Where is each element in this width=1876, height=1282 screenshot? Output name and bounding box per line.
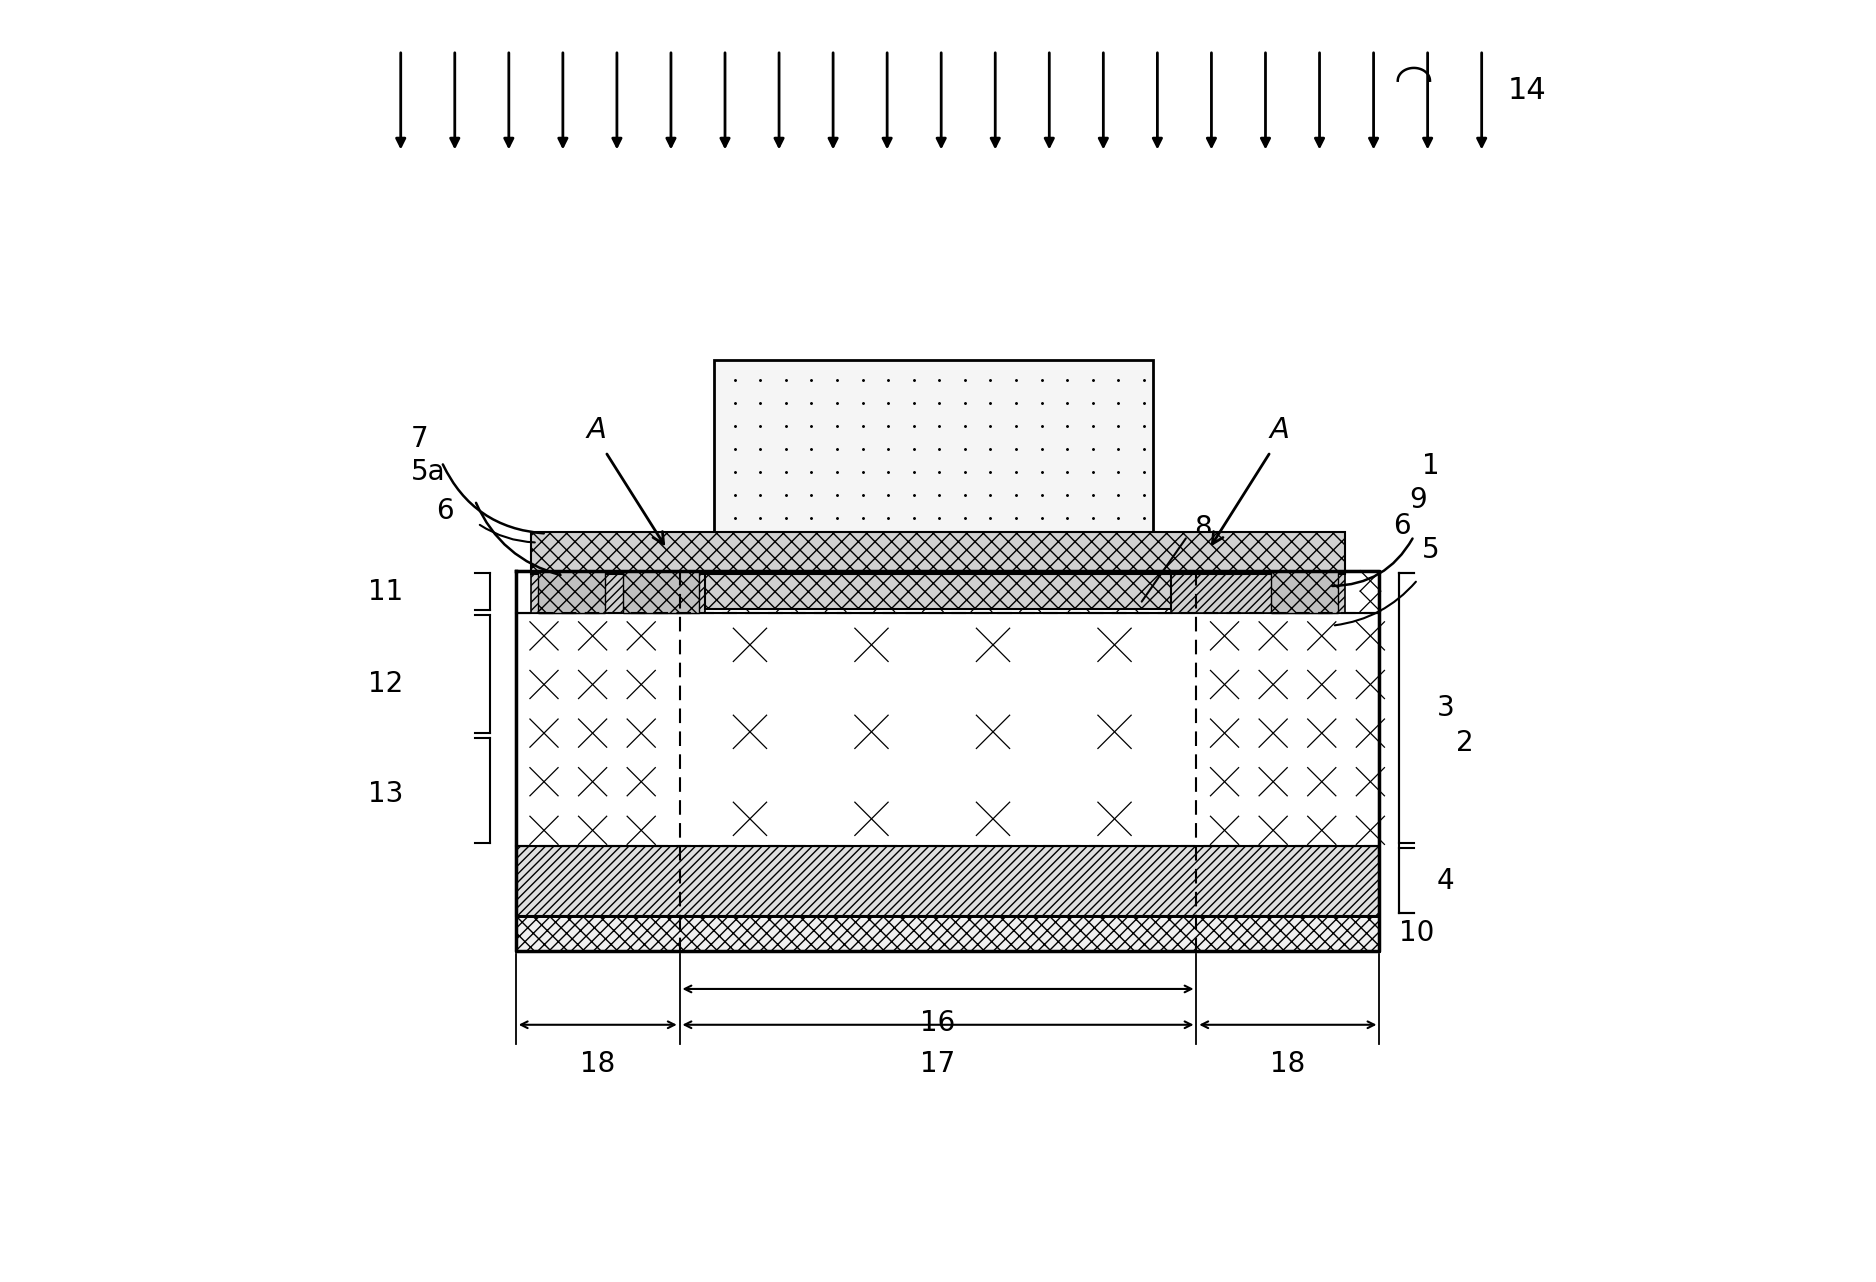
Text: A: A xyxy=(587,415,606,444)
Text: 16: 16 xyxy=(921,1009,955,1037)
Text: 12: 12 xyxy=(368,670,403,697)
Text: 15a: 15a xyxy=(906,378,962,405)
Bar xyxy=(516,917,1379,950)
Text: 10: 10 xyxy=(1398,919,1433,947)
Bar xyxy=(623,570,698,613)
Bar xyxy=(516,846,1379,917)
Text: 6: 6 xyxy=(1394,512,1411,540)
Text: 6: 6 xyxy=(437,496,454,524)
Text: 3: 3 xyxy=(1437,694,1454,722)
Text: 4: 4 xyxy=(1437,867,1454,895)
Bar xyxy=(705,564,1171,609)
Text: 8: 8 xyxy=(1193,514,1212,542)
Bar xyxy=(1171,570,1345,613)
Text: 18: 18 xyxy=(1270,1050,1306,1078)
Text: 5a: 5a xyxy=(411,458,446,486)
Text: 9: 9 xyxy=(1409,486,1426,514)
Bar xyxy=(531,570,705,613)
Bar xyxy=(538,570,606,613)
Bar xyxy=(516,570,1379,613)
Text: 5: 5 xyxy=(1422,536,1439,564)
Text: 18: 18 xyxy=(580,1050,615,1078)
Bar xyxy=(1270,570,1338,613)
Text: 1: 1 xyxy=(1422,451,1439,479)
Text: 17: 17 xyxy=(921,1050,955,1078)
Text: 13: 13 xyxy=(368,779,403,808)
Text: 7: 7 xyxy=(411,424,428,453)
Text: 11: 11 xyxy=(368,578,403,606)
Text: 14: 14 xyxy=(1506,77,1546,105)
Text: A: A xyxy=(1270,415,1289,444)
Bar xyxy=(531,532,1345,574)
Bar xyxy=(516,613,1379,846)
Text: 2: 2 xyxy=(1456,729,1475,758)
Bar xyxy=(715,359,1154,570)
